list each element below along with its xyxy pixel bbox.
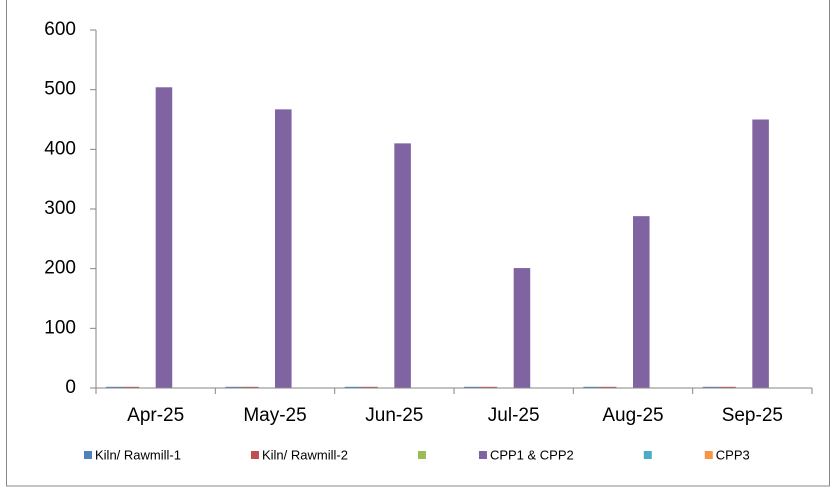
bar — [599, 386, 617, 388]
bar — [275, 109, 292, 389]
bar — [513, 268, 531, 388]
bar — [106, 386, 123, 388]
x-tick-label: Jun-25 — [365, 405, 423, 426]
x-tick-label: Aug-25 — [602, 405, 663, 426]
legend-swatch — [417, 451, 426, 459]
y-tick-label: 600 — [44, 19, 76, 40]
x-tick-label: Sep-25 — [722, 405, 783, 426]
x-tick-label: Apr-25 — [127, 405, 184, 426]
x-tick-label: May-25 — [243, 405, 306, 426]
bar — [752, 119, 769, 388]
legend-label: CPP3 — [716, 447, 750, 462]
bar — [633, 216, 650, 388]
legend-swatch — [478, 451, 487, 459]
bar — [344, 386, 362, 388]
bar — [394, 143, 411, 388]
y-tick-label: 400 — [44, 138, 76, 159]
legend-label: CPP1 & CPP2 — [490, 447, 574, 462]
bar — [241, 386, 259, 388]
bar — [702, 386, 720, 388]
x-tick-label: Jul-25 — [488, 405, 540, 426]
legend-swatch — [643, 451, 652, 459]
bar — [361, 386, 378, 388]
legend-swatch — [704, 451, 713, 459]
y-tick-label: 0 — [65, 377, 76, 398]
y-tick-label: 300 — [44, 198, 76, 219]
legend-swatch — [84, 451, 92, 459]
legend-label: Kiln/ Rawmill-2 — [262, 447, 348, 462]
y-tick-label: 200 — [44, 258, 76, 279]
y-tick-label: 100 — [44, 317, 76, 338]
bar — [225, 386, 242, 388]
bar — [155, 87, 173, 388]
legend-label: Kiln/ Rawmill-1 — [95, 447, 181, 462]
bar — [719, 386, 736, 388]
chart-frame — [6, 0, 830, 487]
bar — [464, 386, 481, 388]
y-tick-label: 500 — [44, 79, 76, 100]
bar — [122, 386, 140, 388]
bar — [480, 386, 498, 388]
legend-swatch — [250, 451, 259, 459]
bar — [583, 386, 600, 388]
